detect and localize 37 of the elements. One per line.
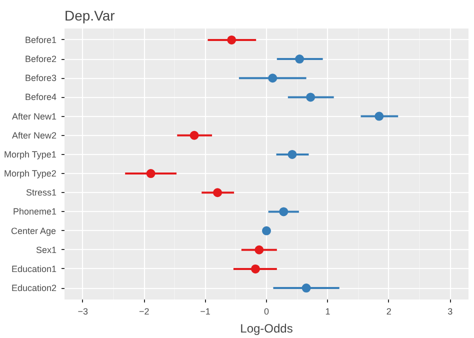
y-tick-label: Before2 bbox=[24, 54, 57, 64]
point bbox=[146, 169, 156, 178]
y-tick-label: After New1 bbox=[12, 111, 57, 122]
point bbox=[190, 130, 199, 140]
y-tick-label: Sex1 bbox=[36, 244, 56, 255]
x-tick-label: 1 bbox=[325, 306, 330, 316]
y-tick-label: Education2 bbox=[11, 283, 57, 294]
y-tick-label: Before1 bbox=[24, 34, 57, 45]
point bbox=[213, 188, 222, 198]
point bbox=[306, 92, 316, 102]
x-tick-label: −2 bbox=[138, 306, 150, 316]
y-tick-label: Stress1 bbox=[26, 188, 57, 198]
x-axis-title: Log-Odds bbox=[240, 322, 293, 336]
point bbox=[250, 264, 260, 274]
y-tick-label: Morph Type2 bbox=[4, 168, 56, 179]
y-tick-label: Phoneme1 bbox=[12, 206, 57, 217]
x-tick-label: 2 bbox=[386, 306, 392, 316]
point bbox=[302, 284, 311, 293]
point bbox=[268, 74, 278, 83]
y-tick-label: Center Age bbox=[10, 226, 56, 236]
point bbox=[288, 150, 297, 159]
point bbox=[262, 226, 271, 236]
chart-title: Dep.Var bbox=[64, 8, 116, 24]
y-tick-label: Education1 bbox=[11, 264, 57, 274]
x-tick-label: 3 bbox=[448, 306, 453, 316]
y-tick-label: Before4 bbox=[24, 92, 57, 102]
y-tick-label: Before3 bbox=[24, 73, 57, 84]
x-tick-label: −1 bbox=[200, 306, 210, 316]
point bbox=[374, 112, 384, 121]
x-tick-label: 0 bbox=[264, 306, 270, 316]
y-tick-label: After New2 bbox=[12, 130, 57, 140]
x-tick-label: −3 bbox=[78, 306, 88, 316]
point bbox=[254, 245, 264, 254]
point bbox=[295, 54, 304, 64]
point bbox=[227, 35, 236, 44]
y-tick-label: Morph Type1 bbox=[4, 149, 56, 160]
point bbox=[279, 207, 288, 216]
